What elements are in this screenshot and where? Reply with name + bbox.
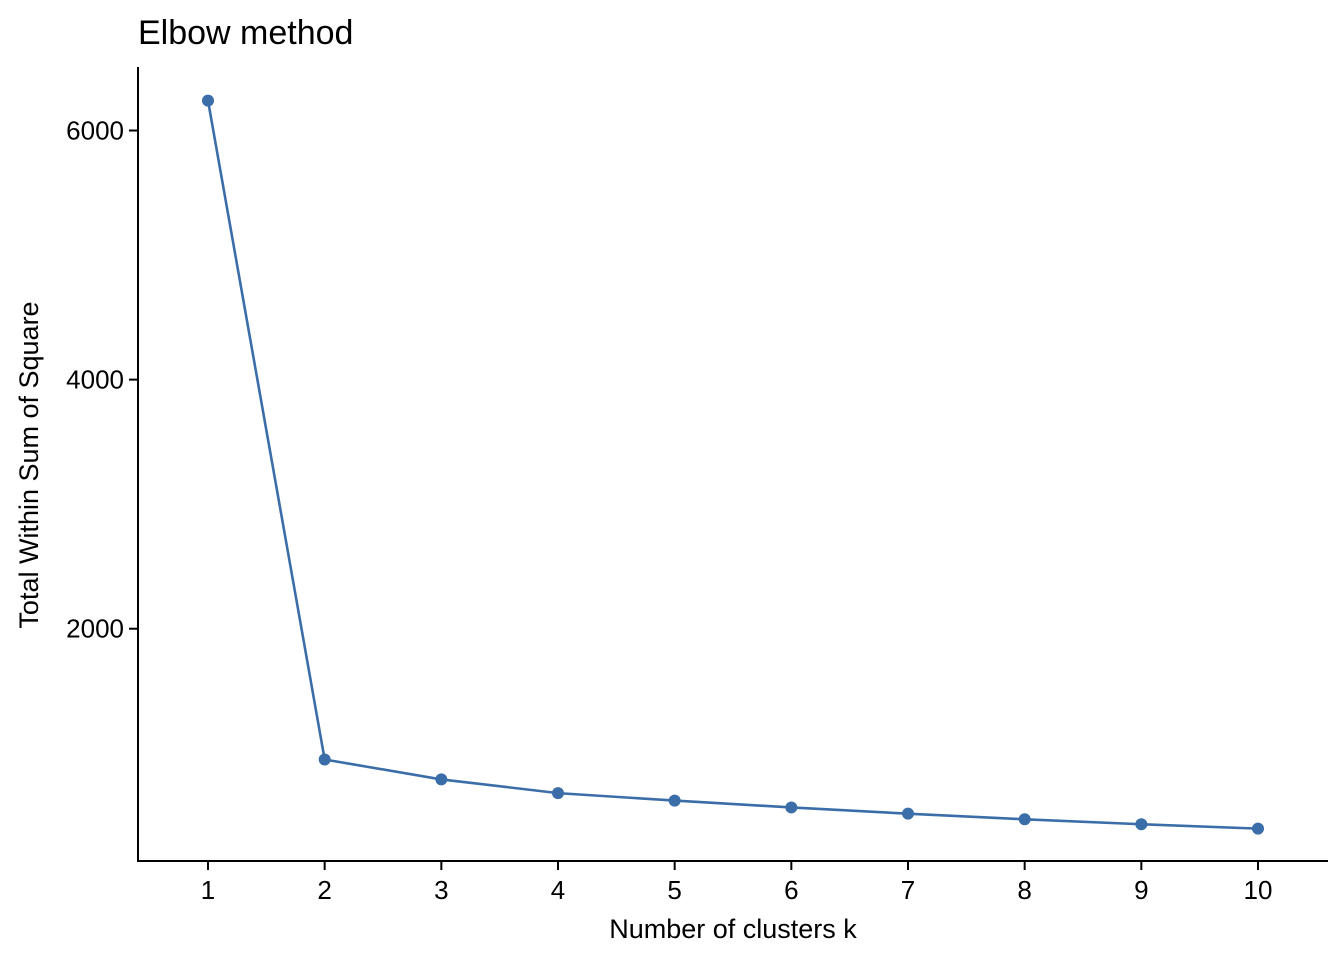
y-axis-label: Total Within Sum of Square	[14, 301, 44, 628]
series-line	[206, 100, 1259, 830]
x-axis-ticks: 1 2 3 4 5 6 7 8 9 10	[201, 861, 1273, 905]
data-point	[1135, 818, 1148, 831]
y-tick-label: 2000	[66, 614, 124, 644]
data-point	[785, 801, 798, 814]
x-tick-label: 10	[1244, 875, 1273, 905]
x-tick-label: 5	[667, 875, 681, 905]
y-axis-ticks: 2000 4000 6000	[66, 116, 138, 644]
data-point	[1252, 822, 1264, 835]
data-point	[318, 753, 331, 766]
y-tick-label: 6000	[66, 116, 124, 146]
data-point	[202, 94, 214, 107]
chart-title: Elbow method	[138, 14, 353, 52]
x-tick-label: 6	[784, 875, 798, 905]
x-tick-label: 7	[901, 875, 915, 905]
x-tick-label: 1	[201, 875, 215, 905]
data-point	[902, 807, 914, 820]
x-tick-label: 3	[434, 875, 448, 905]
plot-area	[202, 94, 1264, 835]
data-point	[552, 787, 564, 800]
x-tick-label: 8	[1017, 875, 1031, 905]
data-point	[435, 773, 448, 786]
y-tick-label: 4000	[66, 365, 124, 395]
data-point	[668, 794, 681, 807]
x-tick-label: 9	[1134, 875, 1148, 905]
x-axis-label: Number of clusters k	[609, 914, 857, 944]
data-point	[1018, 813, 1031, 826]
x-tick-label: 4	[551, 875, 565, 905]
x-tick-label: 2	[317, 875, 331, 905]
